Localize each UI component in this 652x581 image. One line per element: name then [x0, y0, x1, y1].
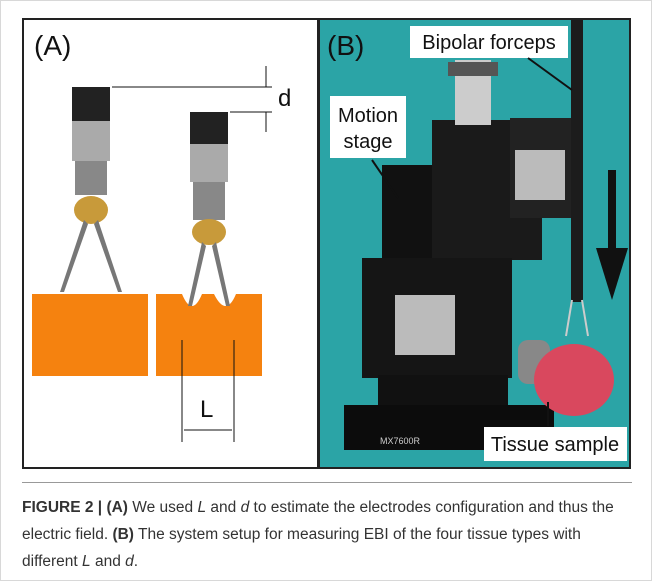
- tissue-block-indented: [156, 294, 262, 376]
- page: (A) d L (B) B: [0, 0, 652, 581]
- panel-label: (A): [34, 30, 71, 61]
- caption-var: d: [241, 499, 250, 516]
- annotation: Motion: [338, 105, 398, 127]
- annotation: Tissue sample: [491, 434, 619, 456]
- dimension-label: L: [200, 396, 213, 423]
- annotation: Bipolar forceps: [422, 32, 555, 54]
- caption-text: and: [91, 553, 125, 570]
- caption-var: L: [82, 553, 91, 570]
- caption-ref: (B): [112, 526, 134, 543]
- caption-ref: (A): [106, 499, 128, 516]
- dimension-label: d: [278, 85, 291, 112]
- forceps-shaft: [571, 20, 583, 302]
- caption-rule: [22, 482, 632, 483]
- tissue-block: [32, 294, 148, 376]
- caption: FIGURE 2 | (A) We used L and d to estima…: [22, 494, 637, 575]
- caption-text: .: [134, 553, 138, 570]
- caption-var: L: [197, 499, 206, 516]
- caption-var: d: [125, 553, 134, 570]
- caption-text: and: [206, 499, 240, 516]
- caption-text: We used: [128, 499, 198, 516]
- figure: (A) d L (B) B: [0, 0, 652, 480]
- caption-figure: FIGURE 2 |: [22, 499, 106, 516]
- panel-label: (B): [327, 30, 364, 61]
- stage-model: MX7600R: [380, 436, 421, 446]
- tissue-sample: [534, 344, 614, 416]
- annotation: stage: [344, 131, 393, 153]
- direction-arrow: [608, 170, 616, 250]
- panel-a: [23, 19, 318, 468]
